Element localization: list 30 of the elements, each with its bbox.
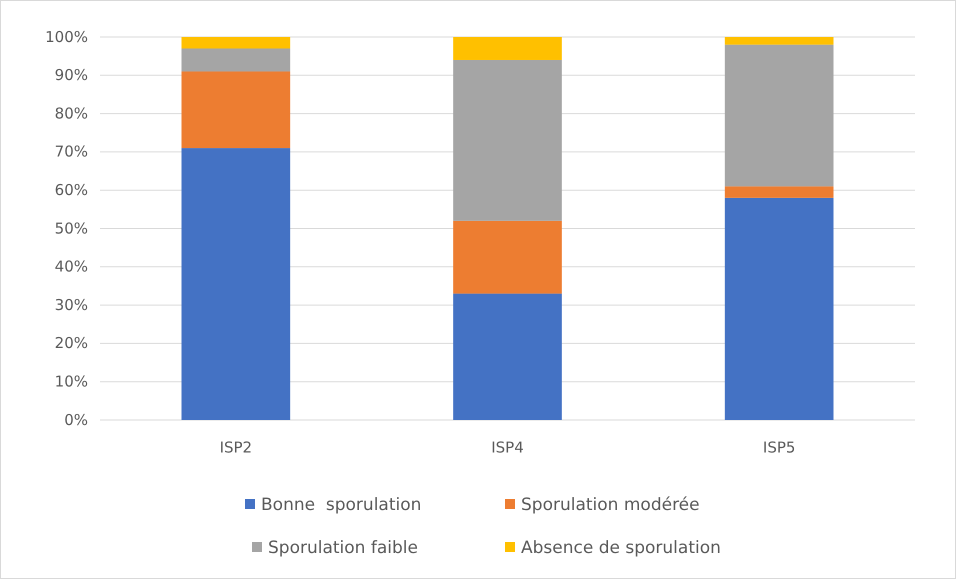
y-tick-label: 40% bbox=[54, 258, 88, 276]
legend-label: Sporulation faible bbox=[268, 538, 418, 558]
y-tick-label: 60% bbox=[54, 181, 88, 199]
x-tick-label: ISP4 bbox=[491, 438, 524, 457]
legend-label: Absence de sporulation bbox=[521, 538, 721, 558]
bar bbox=[724, 198, 834, 420]
bar bbox=[453, 60, 562, 221]
bar bbox=[724, 44, 834, 186]
legend-label: Sporulation modérée bbox=[521, 495, 700, 515]
bar bbox=[182, 71, 290, 148]
y-tick-label: 20% bbox=[54, 334, 88, 352]
y-tick-label: 70% bbox=[54, 142, 88, 161]
x-tick-label: ISP5 bbox=[762, 438, 796, 457]
bar bbox=[182, 37, 290, 48]
y-tick-label: 0% bbox=[64, 410, 88, 429]
bar bbox=[724, 37, 834, 45]
bar bbox=[453, 294, 562, 420]
bar bbox=[453, 220, 562, 294]
y-tick-label: 90% bbox=[54, 66, 88, 84]
y-tick-label: 50% bbox=[54, 219, 88, 238]
y-tick-label: 30% bbox=[54, 296, 88, 314]
y-tick-label: 80% bbox=[54, 104, 88, 122]
y-tick-label: 10% bbox=[54, 372, 88, 390]
bar bbox=[182, 148, 290, 420]
x-tick-label: ISP2 bbox=[220, 438, 252, 457]
legend-label: Bonne sporulation bbox=[261, 495, 422, 515]
bar bbox=[453, 37, 562, 60]
bar bbox=[182, 48, 290, 72]
bar bbox=[724, 186, 834, 198]
y-tick-label: 100% bbox=[45, 28, 88, 46]
